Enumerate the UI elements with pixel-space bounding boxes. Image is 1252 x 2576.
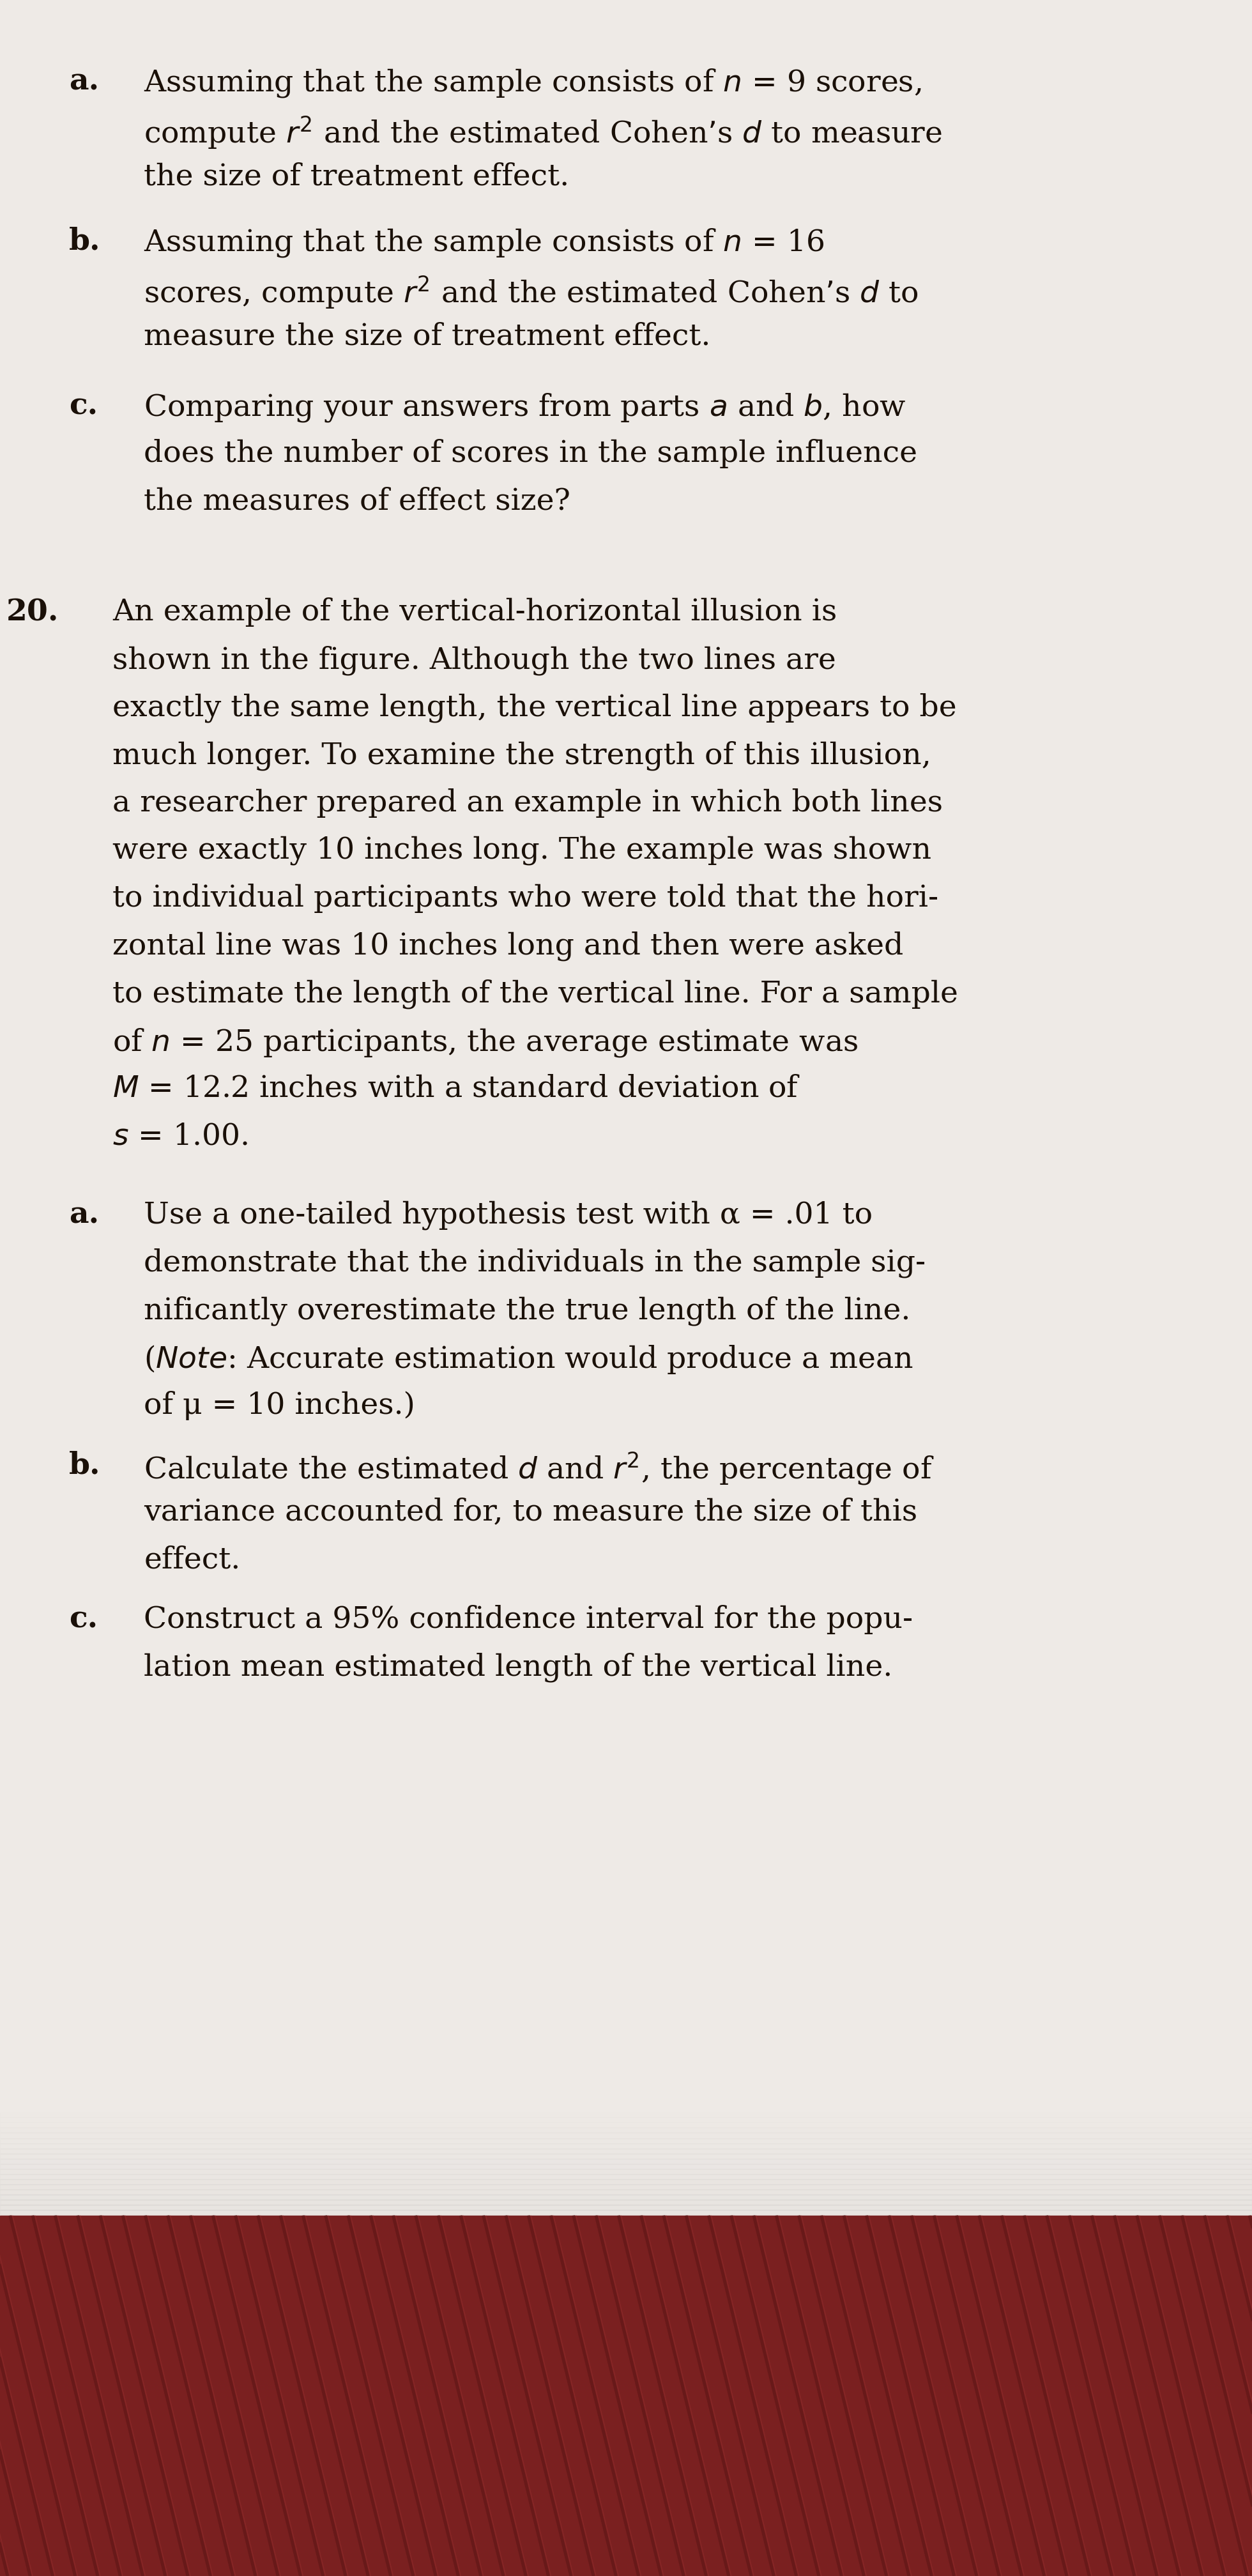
Text: compute $r^2$ and the estimated Cohen’s $d$ to measure: compute $r^2$ and the estimated Cohen’s … — [144, 116, 943, 152]
Text: does the number of scores in the sample influence: does the number of scores in the sample … — [144, 440, 918, 469]
Bar — [0, 2123, 1252, 2128]
Bar — [0, 2179, 1252, 2184]
Text: b.: b. — [69, 1450, 100, 1479]
Text: scores, compute $r^2$ and the estimated Cohen’s $d$ to: scores, compute $r^2$ and the estimated … — [144, 276, 919, 312]
Text: of $n$ = 25 participants, the average estimate was: of $n$ = 25 participants, the average es… — [113, 1028, 859, 1059]
Bar — [0, 2169, 1252, 2174]
Text: shown in the figure. Although the two lines are: shown in the figure. Although the two li… — [113, 644, 836, 675]
Text: demonstrate that the individuals in the sample sig-: demonstrate that the individuals in the … — [144, 1249, 926, 1278]
Bar — [0, 2112, 1252, 2117]
Text: measure the size of treatment effect.: measure the size of treatment effect. — [144, 322, 711, 350]
Bar — [0, 2133, 1252, 2138]
Bar — [0, 2138, 1252, 2143]
Bar — [0, 2148, 1252, 2154]
Bar — [0, 2174, 1252, 2179]
Text: exactly the same length, the vertical line appears to be: exactly the same length, the vertical li… — [113, 693, 957, 724]
Bar — [0, 2190, 1252, 2195]
Bar — [0, 2164, 1252, 2169]
Text: a researcher prepared an example in which both lines: a researcher prepared an example in whic… — [113, 788, 943, 817]
Text: Assuming that the sample consists of $n$ = 16: Assuming that the sample consists of $n$… — [144, 227, 825, 258]
Text: to individual participants who were told that the hori-: to individual participants who were told… — [113, 884, 939, 912]
Text: of μ = 10 inches.): of μ = 10 inches.) — [144, 1391, 416, 1419]
Text: zontal line was 10 inches long and then were asked: zontal line was 10 inches long and then … — [113, 930, 904, 961]
Text: to estimate the length of the vertical line. For a sample: to estimate the length of the vertical l… — [113, 979, 958, 1010]
Bar — [0, 2128, 1252, 2133]
Text: Comparing your answers from parts $a$ and $b$, how: Comparing your answers from parts $a$ an… — [144, 392, 906, 422]
Text: a.: a. — [69, 67, 99, 95]
Text: were exactly 10 inches long. The example was shown: were exactly 10 inches long. The example… — [113, 835, 931, 866]
Text: the measures of effect size?: the measures of effect size? — [144, 487, 571, 515]
Bar — [0, 2200, 1252, 2205]
Bar — [0, 2143, 1252, 2148]
Text: a.: a. — [69, 1200, 99, 1229]
Bar — [0, 2210, 1252, 2215]
Text: c.: c. — [69, 1605, 98, 1633]
Text: lation mean estimated length of the vertical line.: lation mean estimated length of the vert… — [144, 1654, 893, 1682]
Bar — [0, 2117, 1252, 2123]
Text: nificantly overestimate the true length of the line.: nificantly overestimate the true length … — [144, 1296, 910, 1327]
Text: $M$ = 12.2 inches with a standard deviation of: $M$ = 12.2 inches with a standard deviat… — [113, 1074, 801, 1103]
Text: An example of the vertical-horizontal illusion is: An example of the vertical-horizontal il… — [113, 598, 838, 626]
Bar — [0, 2159, 1252, 2164]
Bar — [0, 2154, 1252, 2159]
Bar — [0, 2195, 1252, 2200]
Text: b.: b. — [69, 227, 100, 255]
Text: c.: c. — [69, 392, 98, 420]
Text: Assuming that the sample consists of $n$ = 9 scores,: Assuming that the sample consists of $n$… — [144, 67, 921, 98]
Text: variance accounted for, to measure the size of this: variance accounted for, to measure the s… — [144, 1499, 918, 1528]
Text: the size of treatment effect.: the size of treatment effect. — [144, 162, 570, 191]
Text: much longer. To examine the strength of this illusion,: much longer. To examine the strength of … — [113, 742, 931, 770]
Text: $s$ = 1.00.: $s$ = 1.00. — [113, 1123, 248, 1151]
Bar — [0, 2215, 1252, 2576]
Bar — [0, 2205, 1252, 2210]
Text: Construct a 95% confidence interval for the popu-: Construct a 95% confidence interval for … — [144, 1605, 913, 1633]
Text: 20.: 20. — [6, 598, 59, 626]
Bar — [0, 2184, 1252, 2190]
Text: ($Note$: Accurate estimation would produce a mean: ($Note$: Accurate estimation would produ… — [144, 1345, 914, 1376]
Text: Use a one-tailed hypothesis test with α = .01 to: Use a one-tailed hypothesis test with α … — [144, 1200, 873, 1231]
Text: effect.: effect. — [144, 1546, 240, 1574]
Text: Calculate the estimated $d$ and $r^2$, the percentage of: Calculate the estimated $d$ and $r^2$, t… — [144, 1450, 934, 1486]
